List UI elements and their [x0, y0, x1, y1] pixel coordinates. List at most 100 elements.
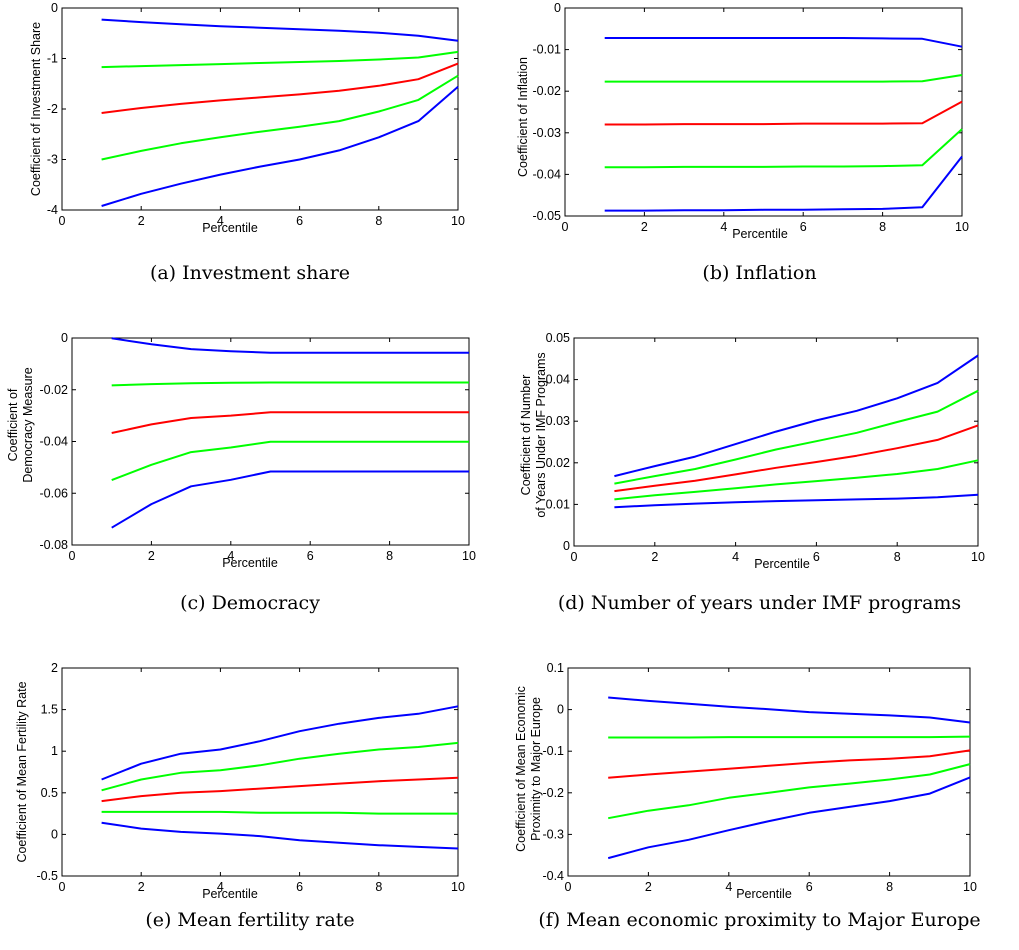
- chart-fertility-rate: 0 2 4 6 8 10 -0.5 0 0.5 1 1.5 2 Percentile Coefficien…: [0, 650, 500, 950]
- x-tick-label: 4: [227, 549, 234, 563]
- caption: (f) Mean economic proximity to Major Eur…: [538, 909, 981, 931]
- y-tick-label: 0.1: [547, 661, 564, 675]
- y-tick-label: -0.04: [40, 435, 69, 449]
- y-tick-label: -0.06: [40, 486, 69, 500]
- series-line-1: [101, 18, 459, 42]
- x-axis-label: Percentile: [754, 557, 810, 571]
- y-tick-label: 0: [51, 1, 58, 15]
- plot-frame: [567, 667, 971, 877]
- x-axis-label: Percentile: [202, 887, 258, 901]
- y-tick-label: 0.03: [546, 414, 570, 428]
- y-tick-label: -0.2: [542, 786, 564, 800]
- y-tick-label: 0: [51, 827, 58, 841]
- x-tick-label: 6: [806, 880, 813, 894]
- x-tick-label: 6: [296, 880, 303, 894]
- x-tick-label: 4: [720, 220, 727, 234]
- series-line-1: [111, 337, 469, 354]
- plot-frame: [61, 7, 459, 211]
- x-tick-label: 0: [69, 549, 76, 563]
- x-tick-label: 8: [886, 880, 893, 894]
- caption: (d) Number of years under IMF programs: [557, 592, 962, 614]
- caption: (e) Mean fertility rate: [145, 909, 355, 931]
- y-axis-label: Coefficient of Investment Share: [29, 22, 43, 196]
- x-tick-label: 6: [800, 220, 807, 234]
- plot-frame: [573, 337, 979, 547]
- y-tick-label: -0.1: [542, 744, 564, 758]
- x-tick-label: 6: [307, 549, 314, 563]
- y-tick-label: -0.4: [542, 869, 564, 883]
- series-line-2: [614, 389, 979, 485]
- x-tick-label: 0: [571, 550, 578, 564]
- series-line-2: [608, 735, 971, 739]
- series-line-2: [101, 50, 459, 69]
- y-tick-label: -3: [47, 153, 58, 167]
- x-tick-label: 2: [138, 214, 145, 228]
- series-line-5: [607, 776, 971, 860]
- chart-economic-proximity: 0 2 4 6 8 10 -0.4 -0.3 -0.2 -0.1 0 0.1 Percentile Coe…: [500, 650, 1019, 950]
- x-tick-label: 8: [375, 880, 382, 894]
- plot-frame: [564, 7, 963, 217]
- y-tick-label: -0.3: [542, 827, 564, 841]
- x-tick-label: 10: [963, 880, 977, 894]
- x-axis-label: Percentile: [736, 887, 792, 901]
- series-line-1: [101, 705, 459, 781]
- y-tick-label: 0: [61, 331, 68, 345]
- x-tick-label: 4: [732, 550, 739, 564]
- y-tick-label: 1.5: [41, 703, 58, 717]
- y-axis-label: Coefficient of Mean Fertility Rate: [15, 681, 29, 862]
- chart-democracy: 0 2 4 6 8 10 -0.08 -0.06 -0.04 -0.02 0 Percentile Co…: [0, 320, 500, 640]
- y-tick-label: 0.01: [546, 497, 570, 511]
- caption: (a) Investment share: [149, 262, 351, 284]
- series-line-4: [101, 810, 458, 815]
- y-tick-label: -1: [47, 52, 58, 66]
- y-tick-label: 2: [51, 661, 58, 675]
- y-axis-label: Coefficient of Number: [519, 375, 533, 496]
- series-line-2: [604, 74, 963, 83]
- series-line-3: [604, 100, 963, 126]
- y-tick-label: -0.02: [533, 84, 562, 98]
- series-line-4: [101, 74, 459, 161]
- series-line-1: [614, 354, 979, 478]
- x-axis-label: Percentile: [732, 227, 788, 241]
- series-line-3: [608, 749, 971, 779]
- series-line-5: [101, 86, 459, 207]
- x-tick-label: 2: [138, 880, 145, 894]
- y-axis-label: Coefficient of Mean Economic: [514, 686, 528, 852]
- series-line-4: [111, 440, 469, 482]
- x-tick-label: 8: [879, 220, 886, 234]
- series-line-5: [614, 493, 979, 509]
- y-tick-label: 1: [51, 744, 58, 758]
- chart-investment-share: 0 2 4 6 8 10 -4 -3 -2 -1 0 Percentile Coefficient of…: [0, 0, 500, 310]
- series-line-5: [604, 155, 963, 212]
- caption: (b) Inflation: [702, 262, 817, 284]
- y-axis-label: of Years Under IMF Programs: [534, 352, 548, 517]
- series-line-1: [608, 696, 971, 724]
- x-tick-label: 2: [645, 880, 652, 894]
- x-tick-label: 2: [651, 550, 658, 564]
- series-line-4: [608, 763, 971, 820]
- y-tick-label: -0.5: [36, 869, 58, 883]
- y-tick-label: -0.08: [40, 538, 69, 552]
- y-tick-label: 0: [557, 703, 564, 717]
- x-tick-label: 10: [451, 880, 465, 894]
- caption: (c) Democracy: [180, 592, 320, 614]
- series-line-3: [101, 62, 459, 114]
- x-tick-label: 8: [386, 549, 393, 563]
- series-line-3: [614, 424, 979, 493]
- y-tick-label: 0: [554, 1, 561, 15]
- y-tick-label: -4: [47, 203, 58, 217]
- x-tick-label: 10: [451, 214, 465, 228]
- x-tick-label: 0: [562, 220, 569, 234]
- y-tick-label: -0.02: [40, 383, 69, 397]
- y-tick-label: -0.01: [533, 43, 562, 57]
- x-tick-label: 0: [565, 880, 572, 894]
- y-axis-label: Coefficient of Inflation: [516, 57, 530, 177]
- x-tick-label: 4: [725, 880, 732, 894]
- y-tick-label: 0.5: [41, 786, 58, 800]
- x-tick-label: 0: [59, 880, 66, 894]
- chart-inflation: 0 2 4 6 8 10 -0.05 -0.04 -0.03 -0.02 -0.01 0 Percent…: [500, 0, 1019, 310]
- x-axis-label: Percentile: [202, 221, 258, 235]
- x-axis-label: Percentile: [222, 556, 278, 570]
- series-line-5: [111, 470, 469, 529]
- x-tick-label: 8: [894, 550, 901, 564]
